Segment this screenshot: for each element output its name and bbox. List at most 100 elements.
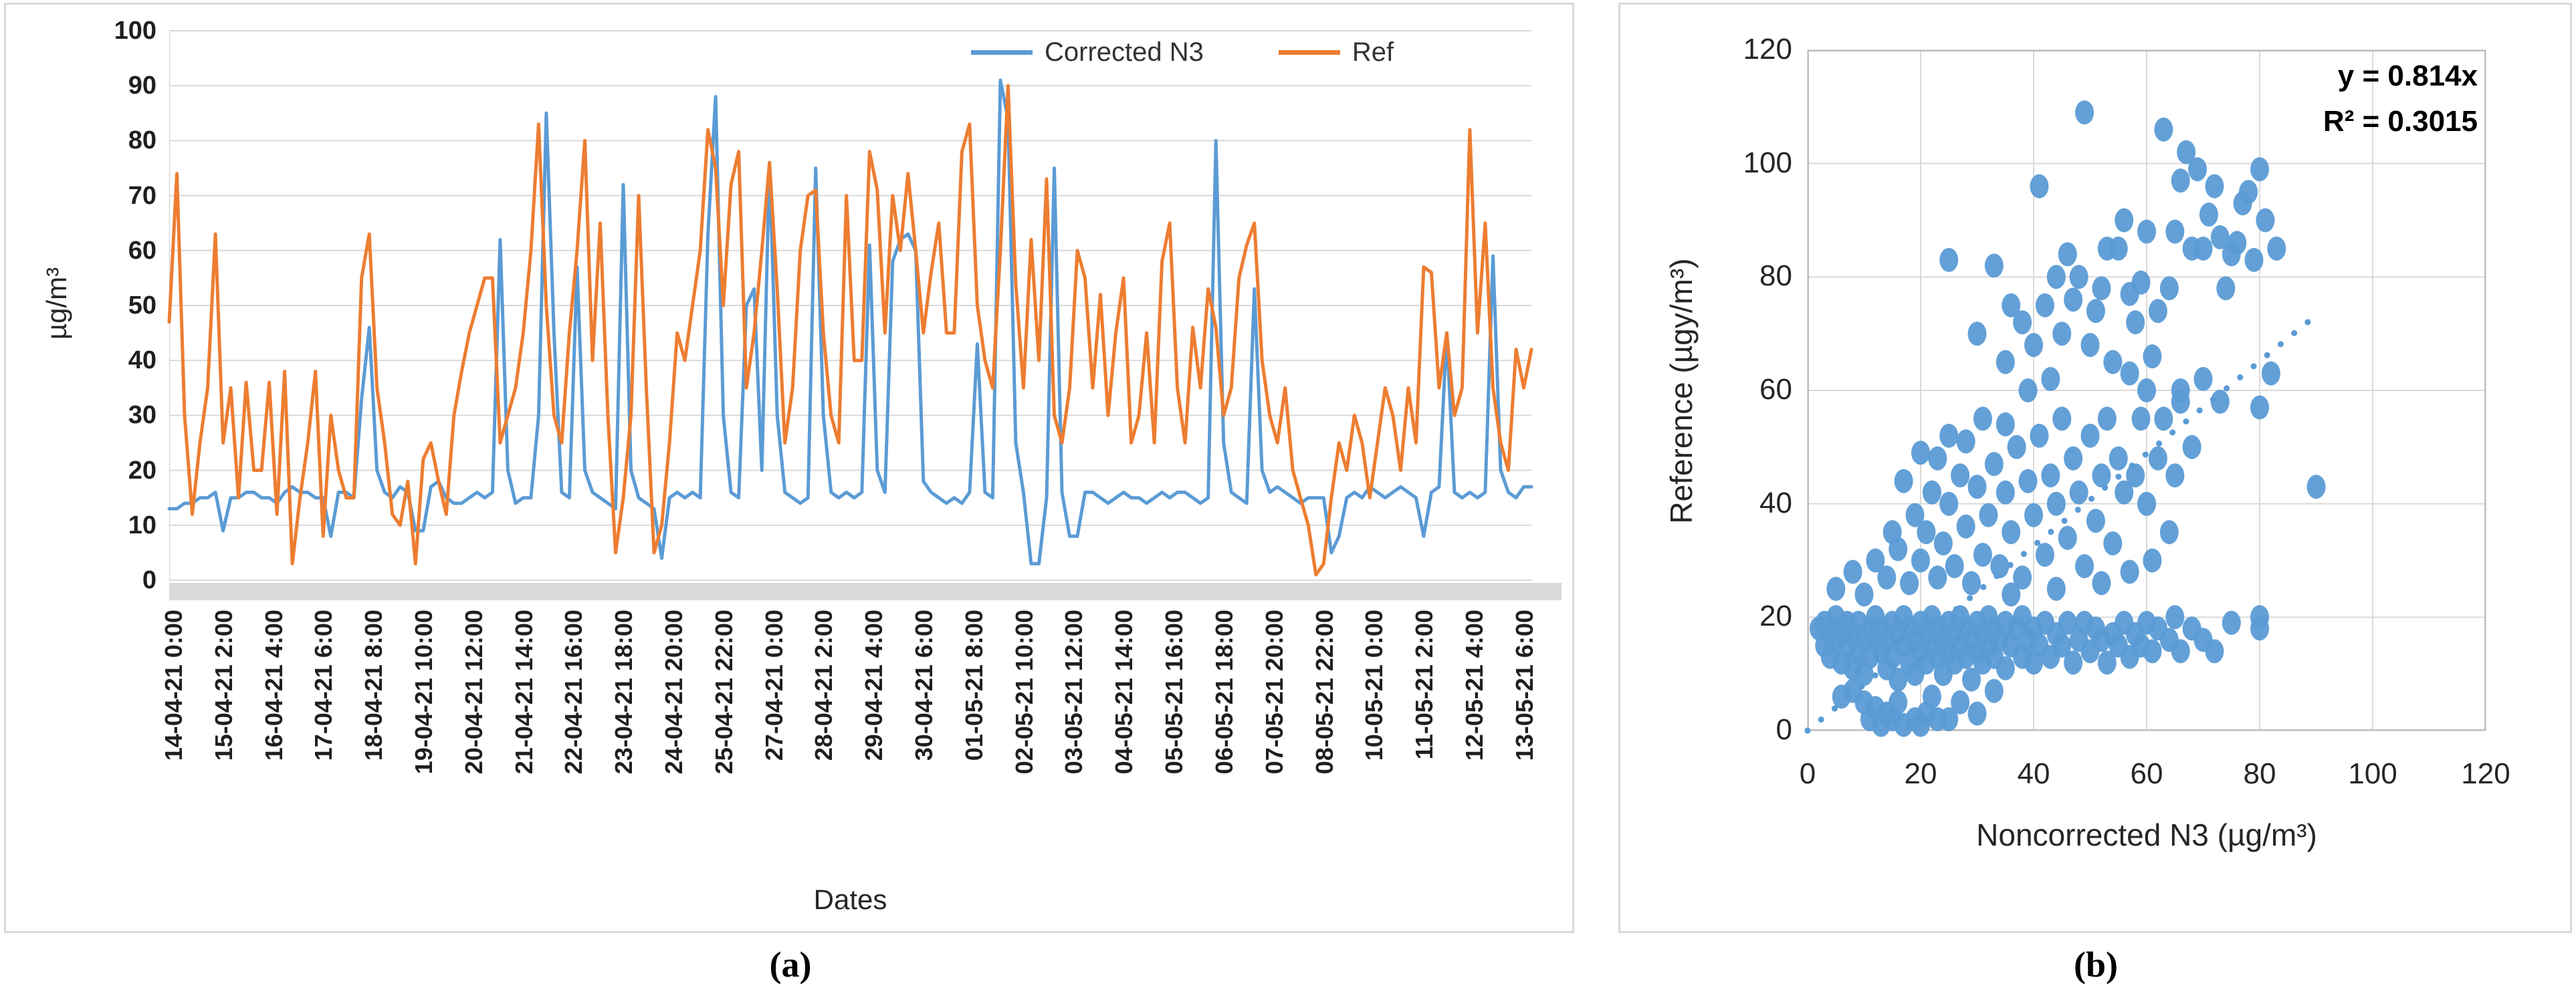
panel-a-y-tick-label: 90 xyxy=(128,72,156,100)
scatter-point xyxy=(2024,333,2043,358)
scatter-point xyxy=(1984,678,2004,703)
trendline-dotted xyxy=(1804,312,2319,734)
panel-a-x-date-label: 01-05-21 8:00 xyxy=(960,610,988,761)
panel-a-y-tick-label: 40 xyxy=(128,346,156,375)
scatter-point xyxy=(2075,100,2094,125)
scatter-point xyxy=(1877,566,1897,590)
scatter-point xyxy=(2058,242,2077,267)
panel-a-x-date-label: 18-04-21 8:00 xyxy=(360,610,388,761)
scatter-point xyxy=(1911,441,1930,465)
scatter-point xyxy=(2148,299,2167,324)
scatter-point xyxy=(1905,503,1925,527)
legend-line-corrected-n3-icon xyxy=(971,50,1033,55)
scatter-point xyxy=(1973,543,1992,567)
panel-a-x-date-label: 03-05-21 12:00 xyxy=(1060,610,1088,775)
scatter-plot-svg xyxy=(1804,49,2486,737)
scatter-point xyxy=(2216,276,2236,301)
scatter-point xyxy=(1889,690,1908,715)
scatter-point xyxy=(2046,491,2066,516)
scatter-point xyxy=(2086,509,2105,533)
scatter-point xyxy=(2092,276,2111,301)
scatter-point xyxy=(1996,350,2015,374)
legend: Corrected N3 Ref xyxy=(971,37,1394,68)
panel-a-x-date-label: 25-04-21 22:00 xyxy=(710,610,738,775)
scatter-point xyxy=(2092,571,2111,596)
scatter-point xyxy=(2188,157,2207,182)
scatter-point xyxy=(2199,203,2218,227)
scatter-point xyxy=(2165,463,2185,488)
panel-a-x-date-label: 04-05-21 14:00 xyxy=(1110,610,1138,775)
panel-a-axis-band xyxy=(169,583,1562,600)
scatter-point xyxy=(2109,446,2128,471)
scatter-point xyxy=(2171,168,2190,193)
scatter-point xyxy=(2256,208,2275,233)
panel-b-x-tick-label: 40 xyxy=(2017,757,2050,790)
scatter-point xyxy=(1866,696,1885,721)
scatter-point xyxy=(2024,503,2043,527)
scatter-point xyxy=(1967,701,1987,726)
scatter-point xyxy=(2058,525,2077,550)
scatter-point xyxy=(2205,639,2224,664)
scatter-point xyxy=(2126,463,2145,488)
scatter-point xyxy=(2193,236,2213,261)
panel-b-x-tick-label: 60 xyxy=(2130,757,2163,790)
scatter-point xyxy=(2103,531,2123,555)
scatter-point xyxy=(2052,406,2072,431)
panel-a-y-tick-label: 30 xyxy=(128,401,156,430)
scatter-point xyxy=(1928,446,1947,471)
scatter-point xyxy=(1939,491,1959,516)
scatter-point xyxy=(2126,310,2145,335)
panel-b-x-tick-label: 120 xyxy=(2461,757,2510,790)
panel-b-y-tick-label: 60 xyxy=(1759,373,1792,406)
scatter-point xyxy=(2052,633,2072,658)
scatter-point xyxy=(2018,469,2038,493)
panel-a-y-tick-label: 70 xyxy=(128,181,156,210)
legend-label-corrected-n3: Corrected N3 xyxy=(1045,37,1204,67)
scatter-point xyxy=(1832,684,1851,709)
trendline-equation-block: y = 0.814x R² = 0.3015 xyxy=(2173,53,2478,144)
scatter-point xyxy=(1911,548,1930,573)
scatter-point xyxy=(2182,434,2202,459)
scatter-point xyxy=(1996,412,2015,436)
scatter-point xyxy=(2154,406,2173,431)
scatter-point xyxy=(2086,299,2105,324)
panel-a-x-date-label: 11-05-21 2:00 xyxy=(1410,610,1438,760)
scatter-point xyxy=(2035,293,2054,318)
series-line-corrected-n3 xyxy=(167,78,1533,566)
scatter-point xyxy=(2064,446,2083,471)
panel-a-x-date-label: 14-04-21 0:00 xyxy=(160,610,187,761)
panel-a-x-date-label: 23-04-21 18:00 xyxy=(610,610,638,775)
panel-a-y-tick-label: 20 xyxy=(128,456,156,485)
scatter-point xyxy=(1928,566,1947,590)
scatter-point xyxy=(1962,667,1981,692)
scatter-point xyxy=(1917,520,1936,545)
panel-a-x-date-label: 28-04-21 2:00 xyxy=(810,610,838,761)
panel-a-y-tick-label: 100 xyxy=(114,17,156,45)
scatter-point xyxy=(2002,582,2021,607)
panel-b-y-tick-label: 20 xyxy=(1759,600,1792,633)
panel-a-x-date-label: 06-05-21 18:00 xyxy=(1210,610,1238,775)
panel-a-y-tick-label: 0 xyxy=(142,566,156,594)
scatter-point xyxy=(2210,390,2230,414)
scatter-point xyxy=(2261,361,2280,386)
panel-a-x-date-label: 10-05-21 0:00 xyxy=(1360,610,1388,761)
panel-a-x-date-label: 17-04-21 6:00 xyxy=(310,610,338,761)
scatter-point xyxy=(1956,429,1975,454)
scatter-point xyxy=(1826,576,1846,601)
scatter-point xyxy=(2115,208,2134,233)
panel-b-y-tick-label: 0 xyxy=(1776,713,1792,746)
panel-a-x-date-label: 29-04-21 4:00 xyxy=(860,610,888,761)
scatter-point xyxy=(2137,491,2156,516)
caption-b: (b) xyxy=(2074,945,2118,985)
panel-a-x-date-label: 07-05-21 20:00 xyxy=(1260,610,1288,775)
scatter-point xyxy=(2165,605,2185,630)
panel-a-x-date-label: 15-04-21 2:00 xyxy=(209,610,237,761)
scatter-point xyxy=(2030,423,2049,448)
scatter-point xyxy=(1922,480,1941,505)
scatter-point xyxy=(2165,219,2185,244)
legend-item-ref: Ref xyxy=(1278,37,1394,68)
scatter-point xyxy=(2244,247,2264,272)
scatter-point xyxy=(2041,367,2060,391)
scatter-point xyxy=(1951,690,1970,715)
